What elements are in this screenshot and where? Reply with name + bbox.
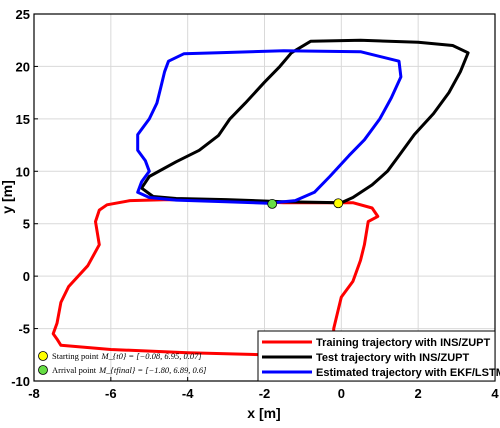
x-tick-label: 0: [338, 386, 345, 401]
starting-point-text: Starting point: [52, 351, 99, 361]
starting-point-math: M_{t0} = [−0.08, 6.95, 0.07]: [101, 351, 202, 361]
arrival-point-text: Arrival point: [52, 365, 97, 375]
test-trajectory-line: [140, 38, 470, 205]
y-tick-label: 25: [16, 7, 30, 22]
y-tick-label: 15: [16, 112, 30, 127]
arrival-point-label: Arrival point M_{tfinal} = [−1.80, 6.89, …: [52, 365, 206, 375]
y-tick-label: 0: [23, 269, 30, 284]
estimated-trajectory-line: [136, 49, 403, 205]
starting-point-label: Starting point M_{t0} = [−0.08, 6.95, 0.0…: [52, 351, 202, 361]
marker-annotations: Starting point M_{t0} = [−0.08, 6.95, 0.0…: [38, 351, 206, 375]
arrival-point-math: M_{tfinal} = [−1.80, 6.89, 0.6]: [98, 365, 206, 375]
y-tick-label: 10: [16, 164, 30, 179]
legend-label-test: Test trajectory with INS/ZUPT: [316, 352, 469, 364]
starting-point-key: [38, 351, 48, 361]
x-tick-label: -2: [259, 386, 271, 401]
marker-layer: [267, 198, 344, 209]
training-trajectory-line: [51, 198, 380, 358]
x-tick-label: -8: [28, 386, 40, 401]
series-layer: [51, 38, 470, 358]
y-tick-label: 20: [16, 59, 30, 74]
y-axis-label: y [m]: [0, 180, 15, 213]
legend: Training trajectory with INS/ZUPT Test t…: [257, 330, 500, 382]
tick-labels: -8 -6 -4 -2 0 2 4 -10 -5 0 5 10 15 20 25: [11, 7, 499, 401]
y-tick-label: -5: [18, 322, 30, 337]
legend-label-estimated: Estimated trajectory with EKF/LSTM: [316, 367, 500, 379]
x-tick-label: -6: [105, 386, 117, 401]
y-tick-label: -10: [11, 374, 30, 389]
x-tick-label: -4: [182, 386, 194, 401]
legend-label-training: Training trajectory with INS/ZUPT: [316, 337, 490, 349]
arrival-point-marker: [267, 198, 278, 209]
x-tick-label: 2: [415, 386, 422, 401]
y-tick-label: 5: [23, 217, 30, 232]
x-tick-label: 4: [491, 386, 499, 401]
arrival-point-key: [38, 365, 48, 375]
starting-point-marker: [333, 198, 344, 209]
x-axis-label: x [m]: [247, 405, 280, 421]
